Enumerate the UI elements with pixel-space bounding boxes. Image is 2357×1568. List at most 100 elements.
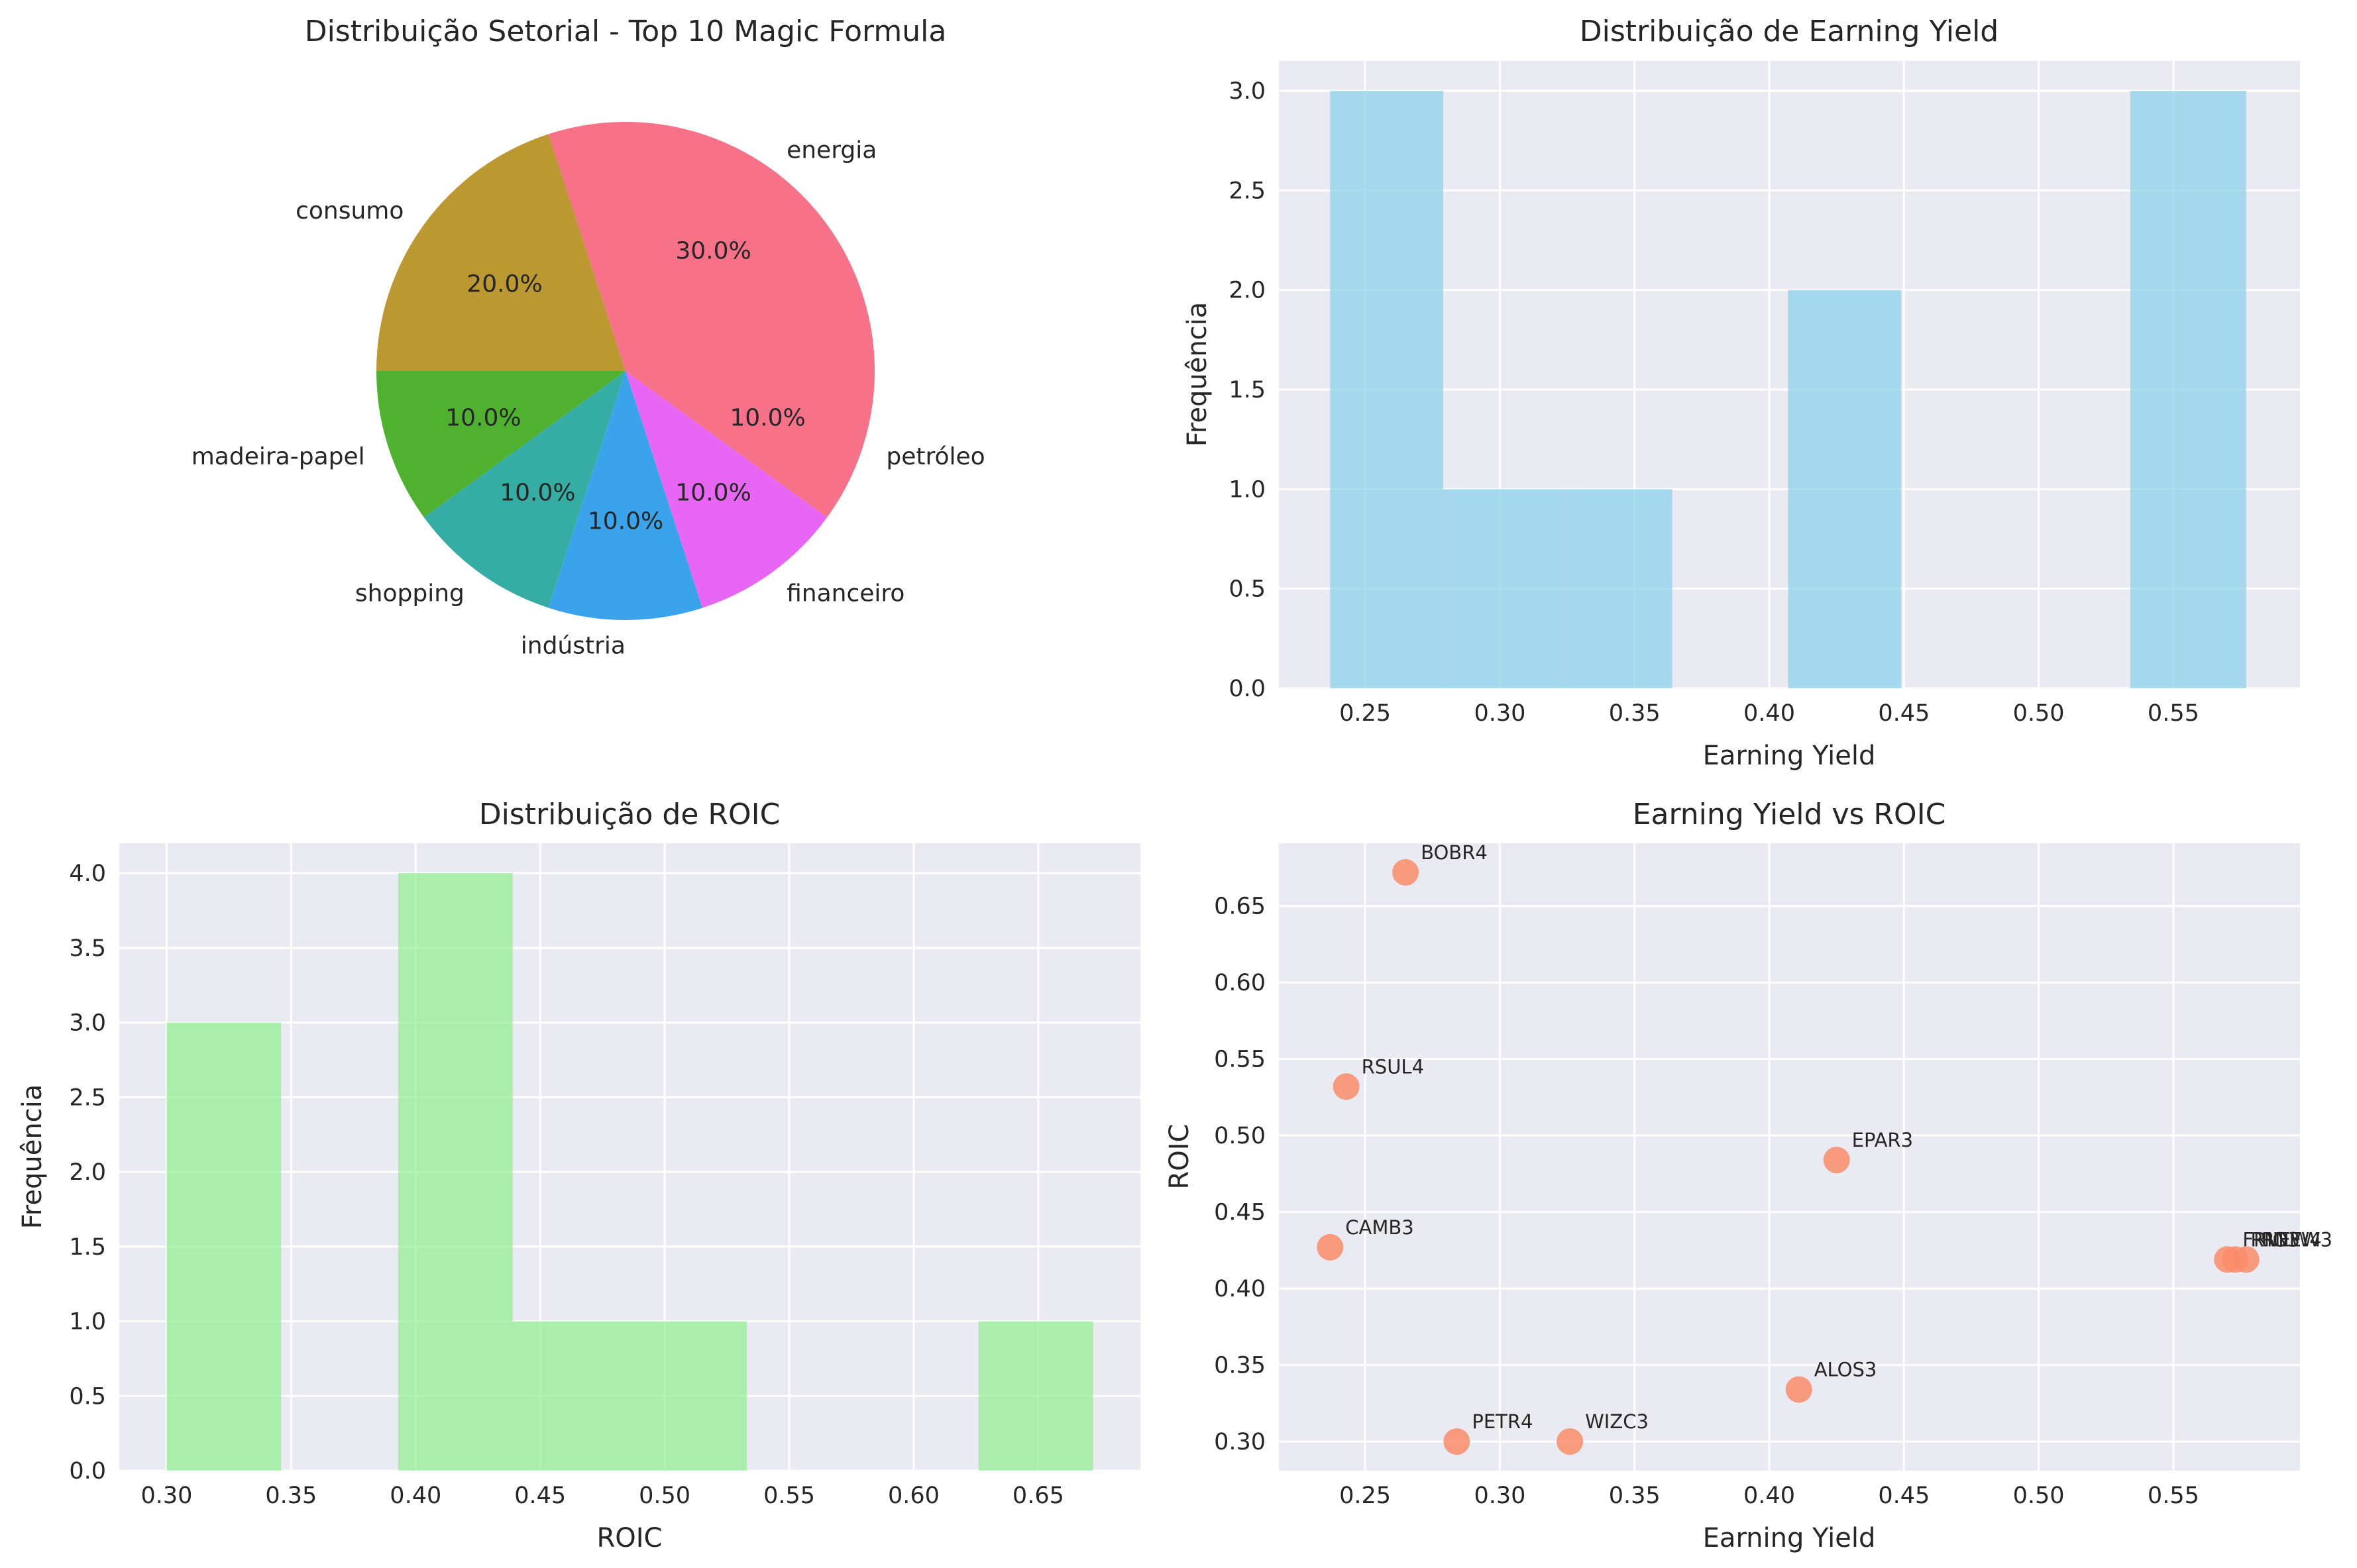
scatter-x-axis-label: Earning Yield xyxy=(1703,1523,1876,1553)
scatter-point xyxy=(1333,1073,1360,1100)
histogram-bar xyxy=(1443,489,1559,688)
scatter-point-label: ALOS3 xyxy=(1814,1359,1877,1381)
pie-pct-label: 10.0% xyxy=(500,480,575,507)
y-tick-label: 0.35 xyxy=(1214,1353,1266,1379)
pie-pct-label: 10.0% xyxy=(588,508,663,535)
y-tick-label: 0.50 xyxy=(1214,1123,1266,1149)
scatter-x-tick-labels: 0.25 0.30 0.35 0.40 0.45 0.50 0.55 xyxy=(1339,1483,2199,1509)
pie-chart-panel: Distribuição Setorial - Top 10 Magic For… xyxy=(192,15,985,660)
x-tick-label: 0.35 xyxy=(265,1483,317,1509)
scatter-point-label: RNEW3 xyxy=(2262,1228,2332,1251)
x-tick-label: 0.40 xyxy=(390,1483,441,1509)
pie-slice xyxy=(626,371,828,608)
scatter-point xyxy=(1443,1428,1470,1455)
pie-slice xyxy=(423,371,626,608)
x-tick-label: 0.45 xyxy=(1878,1483,1930,1509)
scatter-panel: BOBR4 RSUL4 EPAR3 CAMB3 ALOS3 PETR4 WIZC3 FRIO3… xyxy=(1164,798,2332,1553)
y-tick-label: 0.65 xyxy=(1214,894,1266,920)
roic-x-axis-label: ROIC xyxy=(596,1523,662,1553)
x-tick-label: 0.55 xyxy=(2148,700,2199,727)
pie-labels: 30.0% energia 20.0% consumo 10.0% madeira-pap… xyxy=(192,136,985,659)
ey-y-tick-labels: 0.0 0.5 1.0 1.5 2.0 2.5 3.0 xyxy=(1229,78,1266,702)
y-tick-label: 0.40 xyxy=(1214,1276,1266,1302)
pie-pct-label: 30.0% xyxy=(675,237,751,264)
y-tick-label: 1.0 xyxy=(1229,476,1266,503)
scatter-point xyxy=(1785,1376,1812,1403)
x-tick-label: 0.40 xyxy=(1743,700,1795,727)
scatter-point xyxy=(2232,1246,2260,1273)
pie-slice-label: shopping xyxy=(355,580,465,607)
y-tick-label: 2.5 xyxy=(69,1084,106,1111)
histogram-bar xyxy=(1788,289,1902,688)
y-tick-label: 3.5 xyxy=(69,935,106,962)
y-tick-label: 0.5 xyxy=(69,1383,106,1410)
pie-slice xyxy=(548,121,875,371)
scatter-point-label: PETR4 xyxy=(1472,1410,1533,1433)
y-tick-label: 4.0 xyxy=(69,861,106,887)
roic-histogram-panel: 0.30 0.35 0.40 0.45 0.50 0.55 0.60 0.65 0.0 0.5 1… xyxy=(17,798,1140,1553)
scatter-point-label: CAMB3 xyxy=(1345,1216,1413,1239)
x-tick-label: 0.60 xyxy=(888,1483,940,1509)
y-tick-label: 3.0 xyxy=(1229,78,1266,105)
scatter-point-label: WIZC3 xyxy=(1585,1410,1649,1433)
earning-yield-histogram-panel: 0.25 0.30 0.35 0.40 0.45 0.50 0.55 0.0 0.5 1.0 1.… xyxy=(1182,15,2300,771)
ey-y-axis-label: Frequência xyxy=(1182,302,1213,447)
scatter-point xyxy=(1557,1428,1584,1455)
pie-title: Distribuição Setorial - Top 10 Magic For… xyxy=(305,15,947,48)
x-tick-label: 0.30 xyxy=(140,1483,192,1509)
x-tick-label: 0.35 xyxy=(1609,1483,1661,1509)
histogram-bar xyxy=(166,1022,282,1471)
y-tick-label: 1.0 xyxy=(69,1309,106,1335)
pie-slice-label: financeiro xyxy=(787,580,904,607)
pie-pct-label: 10.0% xyxy=(675,480,751,507)
x-tick-label: 0.55 xyxy=(763,1483,815,1509)
y-tick-label: 0.45 xyxy=(1214,1200,1266,1226)
ey-x-axis-label: Earning Yield xyxy=(1703,741,1876,771)
scatter-point-label: RNEW4 xyxy=(2250,1228,2321,1251)
y-tick-label: 0.0 xyxy=(69,1458,106,1485)
pie-pct-label: 20.0% xyxy=(466,270,542,297)
pie-slice-label: madeira-papel xyxy=(192,443,365,470)
roic-x-tick-labels: 0.30 0.35 0.40 0.45 0.50 0.55 0.60 0.65 xyxy=(140,1483,1064,1509)
histogram-bar xyxy=(2130,91,2246,689)
ey-bars xyxy=(1330,91,2246,689)
x-tick-label: 0.65 xyxy=(1013,1483,1064,1509)
histogram-bar xyxy=(978,1321,1093,1471)
x-tick-label: 0.50 xyxy=(2013,1483,2065,1509)
scatter-y-axis-label: ROIC xyxy=(1164,1124,1195,1189)
x-tick-label: 0.55 xyxy=(2148,1483,2199,1509)
x-tick-label: 0.40 xyxy=(1743,1483,1795,1509)
y-tick-label: 0.0 xyxy=(1229,676,1266,702)
histogram-bar xyxy=(512,1321,630,1471)
y-tick-label: 1.5 xyxy=(69,1234,106,1261)
scatter-point xyxy=(1317,1233,1344,1261)
x-tick-label: 0.45 xyxy=(1878,700,1930,727)
y-tick-label: 0.5 xyxy=(1229,576,1266,603)
pie-slices xyxy=(376,121,875,620)
histogram-bar xyxy=(398,873,513,1471)
ey-x-tick-labels: 0.25 0.30 0.35 0.40 0.45 0.50 0.55 xyxy=(1339,700,2199,727)
pie-slice-label: energia xyxy=(787,136,877,164)
y-tick-label: 0.55 xyxy=(1214,1047,1266,1073)
pie-slice xyxy=(548,371,703,620)
x-tick-label: 0.50 xyxy=(2013,700,2065,727)
scatter-gridlines xyxy=(1279,843,2300,1471)
y-tick-label: 2.5 xyxy=(1229,178,1266,204)
histogram-bar xyxy=(1559,489,1672,688)
y-tick-label: 2.0 xyxy=(1229,278,1266,304)
scatter-title: Earning Yield vs ROIC xyxy=(1633,798,1946,831)
pie-slice-label: petróleo xyxy=(886,443,985,470)
x-tick-label: 0.50 xyxy=(639,1483,690,1509)
scatter-point-labels: BOBR4 RSUL4 EPAR3 CAMB3 ALOS3 PETR4 WIZC3 FRIO3… xyxy=(1345,841,2332,1433)
roic-y-axis-label: Frequência xyxy=(17,1084,48,1229)
scatter-point-label: RSUL4 xyxy=(1362,1055,1424,1078)
pie-slice xyxy=(376,134,626,371)
pie-slice-label: indústria xyxy=(521,633,626,660)
scatter-y-tick-labels: 0.30 0.35 0.40 0.45 0.50 0.55 0.60 0.65 xyxy=(1214,894,1266,1455)
y-tick-label: 2.0 xyxy=(69,1159,106,1186)
scatter-points xyxy=(1317,859,2260,1455)
histogram-bar xyxy=(630,1321,747,1471)
y-tick-label: 1.5 xyxy=(1229,377,1266,403)
y-tick-label: 0.30 xyxy=(1214,1429,1266,1455)
